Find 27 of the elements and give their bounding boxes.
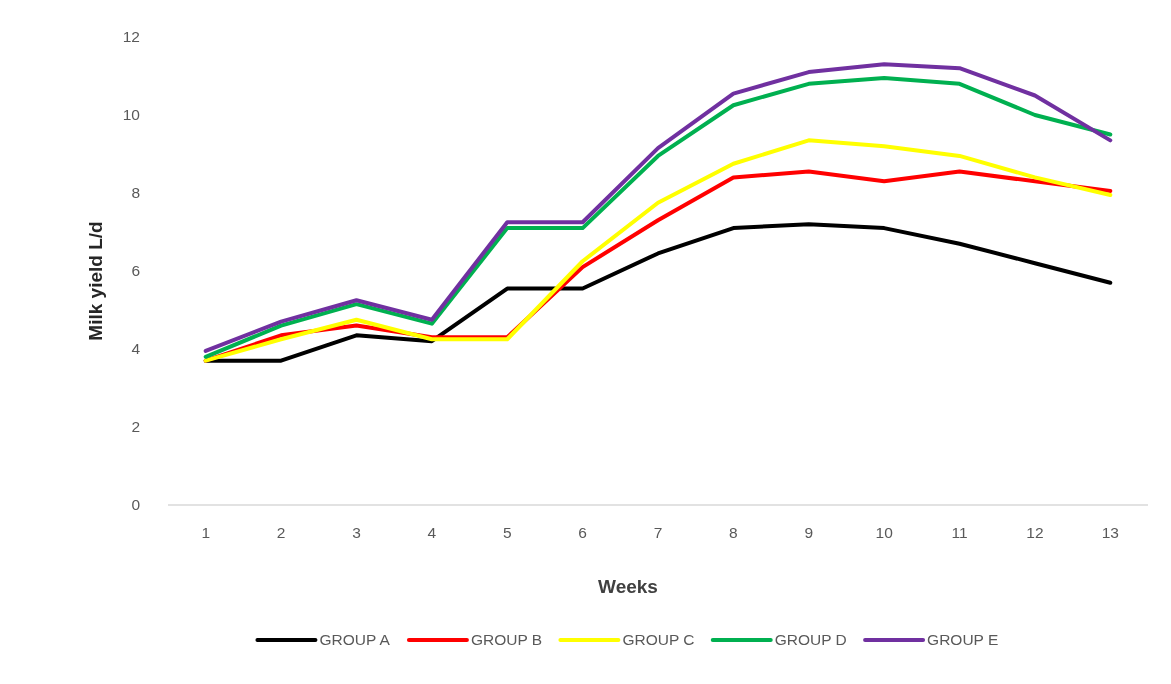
y-tick-label: 6 xyxy=(131,262,140,280)
x-tick-label: 6 xyxy=(578,524,587,541)
x-tick-label: 3 xyxy=(352,524,361,541)
x-tick-label: 9 xyxy=(804,524,814,541)
legend-label: GROUP B xyxy=(470,631,543,649)
x-tick-label: 4 xyxy=(427,524,437,541)
y-tick-label: 10 xyxy=(122,106,141,124)
x-tick-label: 11 xyxy=(951,524,968,541)
legend-label: GROUP D xyxy=(774,631,847,649)
legend-label: GROUP A xyxy=(319,631,391,649)
x-tick-label: 7 xyxy=(653,524,663,541)
x-tick-label: 13 xyxy=(1101,524,1119,541)
y-tick-label: 0 xyxy=(131,496,141,514)
x-tick-label: 5 xyxy=(502,524,512,541)
x-tick-label: 10 xyxy=(875,524,894,541)
x-tick-label: 2 xyxy=(276,524,286,541)
y-tick-label: 4 xyxy=(131,340,141,358)
y-axis-title: Milk yield L/d xyxy=(85,221,106,341)
x-tick-label: 8 xyxy=(729,524,738,541)
legend-label: GROUP E xyxy=(927,631,999,649)
x-tick-label: 1 xyxy=(201,524,210,541)
y-tick-label: 12 xyxy=(122,28,140,46)
legend-label: GROUP C xyxy=(622,631,695,649)
x-axis-title: Weeks xyxy=(598,576,658,597)
y-tick-label: 8 xyxy=(131,184,140,202)
x-tick-label: 12 xyxy=(1026,524,1044,541)
y-tick-label: 2 xyxy=(131,418,140,436)
